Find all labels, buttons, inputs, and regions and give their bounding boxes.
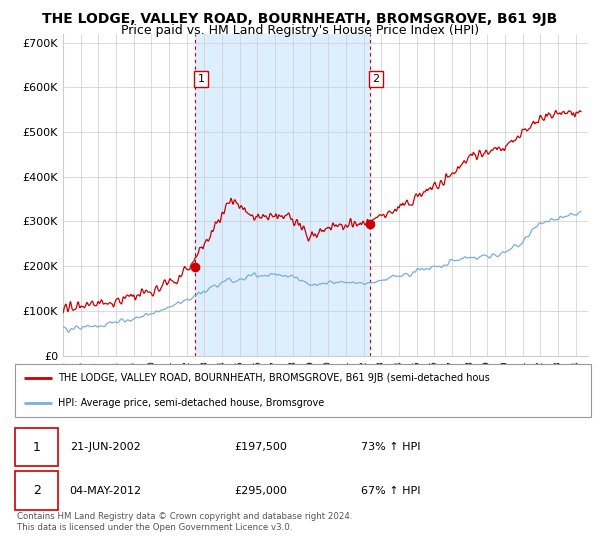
Text: 2: 2 xyxy=(372,74,379,84)
FancyBboxPatch shape xyxy=(15,472,58,510)
Text: 73% ↑ HPI: 73% ↑ HPI xyxy=(361,442,420,452)
Text: 1: 1 xyxy=(32,441,41,454)
Text: 67% ↑ HPI: 67% ↑ HPI xyxy=(361,486,420,496)
Text: 21-JUN-2002: 21-JUN-2002 xyxy=(70,442,140,452)
Text: 04-MAY-2012: 04-MAY-2012 xyxy=(70,486,142,496)
Text: 2: 2 xyxy=(32,484,41,497)
Text: £197,500: £197,500 xyxy=(234,442,287,452)
Text: Contains HM Land Registry data © Crown copyright and database right 2024.
This d: Contains HM Land Registry data © Crown c… xyxy=(17,512,352,532)
Bar xyxy=(195,34,370,356)
Text: HPI: Average price, semi-detached house, Bromsgrove: HPI: Average price, semi-detached house,… xyxy=(58,398,325,408)
FancyBboxPatch shape xyxy=(15,428,58,466)
Text: 1: 1 xyxy=(197,74,205,84)
Text: Price paid vs. HM Land Registry's House Price Index (HPI): Price paid vs. HM Land Registry's House … xyxy=(121,24,479,37)
Text: £295,000: £295,000 xyxy=(234,486,287,496)
Text: THE LODGE, VALLEY ROAD, BOURNHEATH, BROMSGROVE, B61 9JB: THE LODGE, VALLEY ROAD, BOURNHEATH, BROM… xyxy=(43,12,557,26)
Text: THE LODGE, VALLEY ROAD, BOURNHEATH, BROMSGROVE, B61 9JB (semi-detached hous: THE LODGE, VALLEY ROAD, BOURNHEATH, BROM… xyxy=(58,374,490,384)
